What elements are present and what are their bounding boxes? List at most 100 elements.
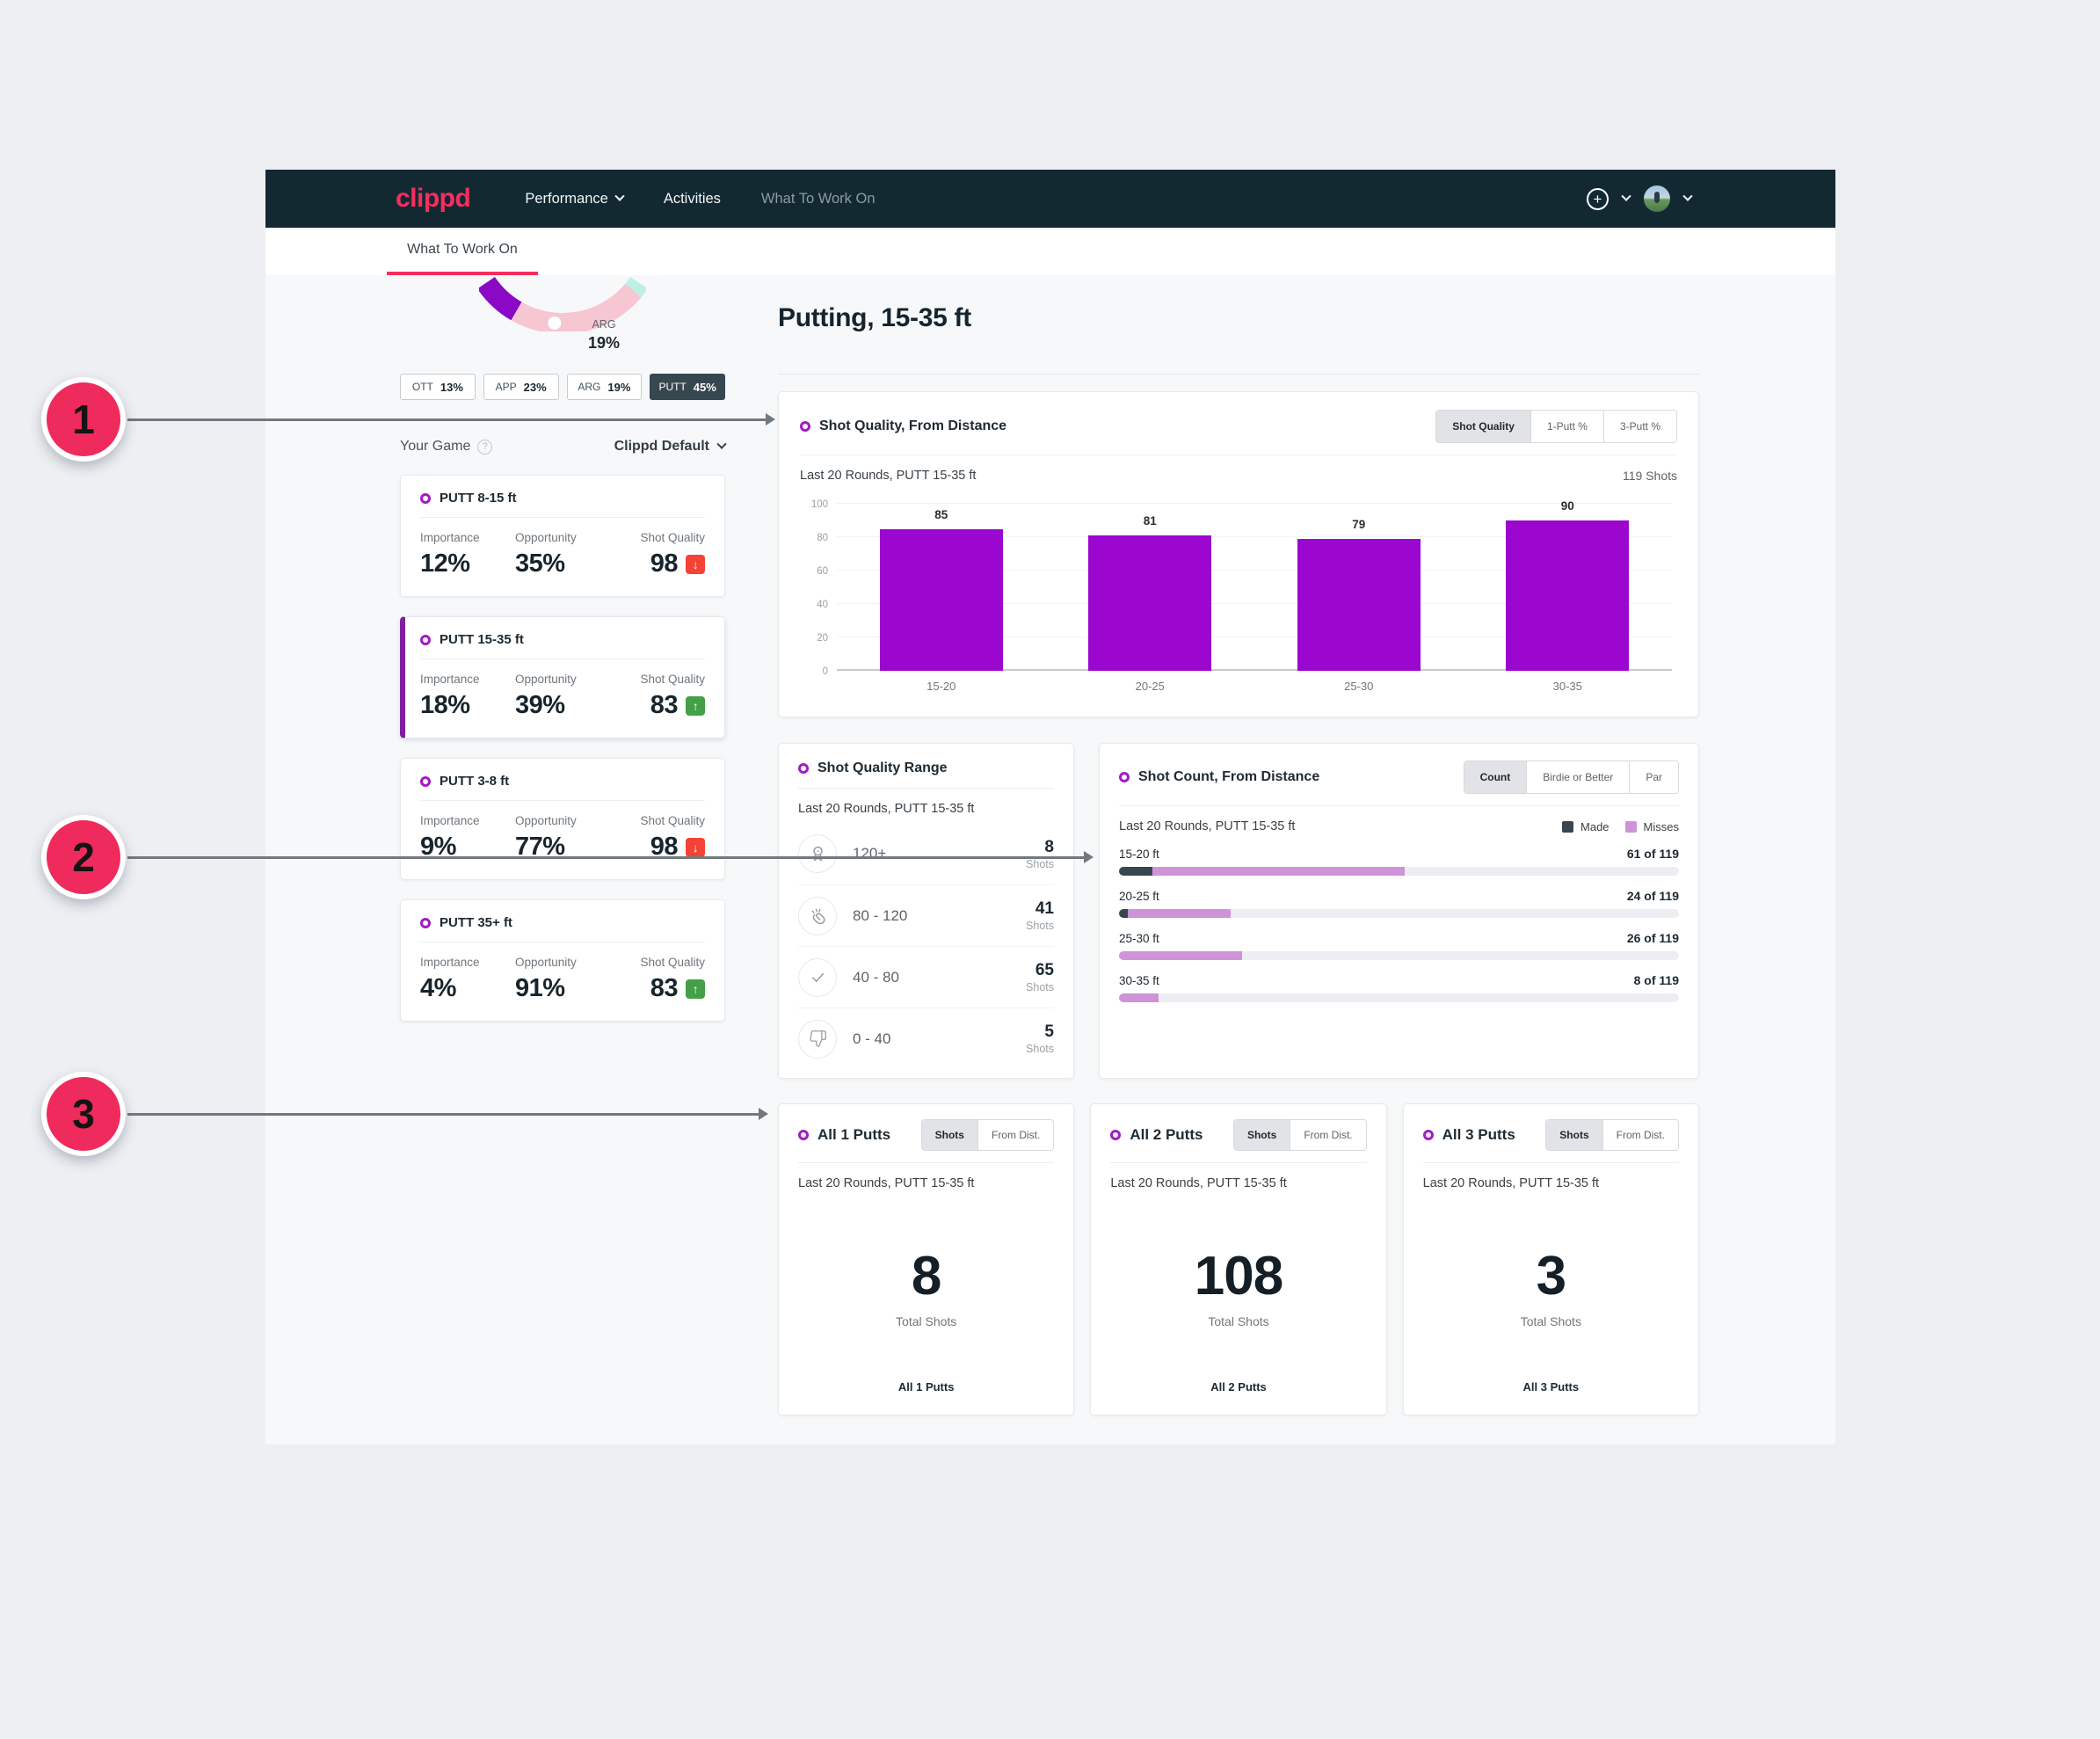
putt-summary-row: All 1 Putts Shots From Dist. Last 20 Rounds…	[778, 1103, 1699, 1415]
shot-quality-tab-shot-quality[interactable]: Shot Quality	[1436, 411, 1530, 442]
add-icon[interactable]: +	[1587, 187, 1609, 210]
range-label: 80 - 120	[853, 906, 908, 924]
bar-25-30[interactable]: 79	[1297, 518, 1421, 671]
metric-value: 12%	[420, 549, 470, 578]
count-card-title: Shot Count, From Distance	[1138, 769, 1320, 784]
bar-30-35[interactable]: 90	[1506, 499, 1630, 671]
chevron-down-icon[interactable]	[1682, 191, 1693, 201]
chevron-down-icon[interactable]	[1621, 191, 1631, 201]
tab-what-to-work-on[interactable]: What To Work On	[387, 228, 538, 275]
misses-segment	[1119, 993, 1159, 1002]
category-ring-icon	[798, 763, 809, 774]
chip-putt[interactable]: PUTT 45%	[650, 374, 725, 400]
metric-label: Opportunity	[515, 531, 577, 544]
avatar[interactable]	[1644, 186, 1670, 212]
nav-item-performance[interactable]: Performance	[525, 191, 625, 207]
your-game-row: Your Game ? Clippd Default	[400, 439, 727, 455]
all-1-putts-tab-shots[interactable]: Shots	[921, 1120, 977, 1150]
chip-value: 45%	[693, 380, 716, 394]
clippd-logo[interactable]: clippd	[396, 184, 471, 213]
page-content: ARG 19% OTT 13% APP 23% ARG 19% PUTT 45% Your G…	[265, 275, 1835, 1444]
sidebar-card-putt-15-35-ft[interactable]: PUTT 15-35 ft Importance 18% Opportunity 39%…	[400, 616, 725, 739]
sidebar-card-putt-8-15-ft[interactable]: PUTT 8-15 ft Importance 12% Opportunity 35% S…	[400, 475, 725, 597]
all-1-putts-tabs: Shots From Dist.	[920, 1119, 1055, 1151]
y-axis-tick: 0	[822, 666, 828, 677]
chip-arg[interactable]: ARG 19%	[566, 374, 643, 400]
count-tab-count[interactable]: Count	[1464, 761, 1527, 793]
misses-segment	[1127, 909, 1232, 918]
all-2-putts-tab-from-dist[interactable]: From Dist.	[1290, 1120, 1366, 1150]
nav-item-activities[interactable]: Activities	[664, 191, 721, 207]
range-shot-count: 8	[1044, 837, 1054, 856]
bar-20-25[interactable]: 81	[1088, 514, 1212, 671]
preset-dropdown[interactable]: Clippd Default	[614, 439, 727, 455]
sidebar-card-putt-3-8-ft[interactable]: PUTT 3-8 ft Importance 9% Opportunity 77% Sho…	[400, 758, 725, 880]
clap-icon	[798, 896, 837, 935]
metric-value: 77%	[515, 833, 565, 861]
sidebar-card-title: PUTT 3-8 ft	[440, 774, 510, 789]
card-all-1-putts: All 1 Putts Shots From Dist. Last 20 Rounds…	[778, 1103, 1075, 1415]
metric-opportunity: Opportunity 77%	[515, 814, 610, 862]
count-tab-birdie-or-better[interactable]: Birdie or Better	[1526, 761, 1630, 793]
metric-value: 98 ↓	[610, 833, 705, 862]
category-chips: OTT 13% APP 23% ARG 19% PUTT 45%	[400, 374, 725, 400]
sub-row: Last 20 Rounds, PUTT 15-35 ft	[1423, 1176, 1679, 1190]
sidebar-card-putt-35-ft[interactable]: PUTT 35+ ft Importance 4% Opportunity 91% Sho…	[400, 899, 725, 1022]
putt-card-footer: All 3 Putts	[1522, 1380, 1580, 1393]
putt-card-title: All 1 Putts	[817, 1126, 891, 1143]
shot-quality-tab-1-putt[interactable]: 1-Putt %	[1530, 411, 1603, 442]
range-row-40-80: 40 - 80 65 Shots	[798, 946, 1054, 1008]
page-title: Putting, 15-35 ft	[778, 303, 971, 332]
category-ring-icon	[1422, 1130, 1434, 1140]
putt-card-header: All 2 Putts Shots From Dist.	[1110, 1119, 1367, 1151]
bar-15-20[interactable]: 85	[879, 508, 1003, 671]
divider	[798, 1162, 1055, 1163]
range-label: 40 - 80	[853, 968, 899, 986]
count-tab-par[interactable]: Par	[1629, 761, 1678, 793]
all-3-putts-tab-shots[interactable]: Shots	[1546, 1120, 1602, 1150]
total-shots-block: 3 Total Shots	[1423, 1245, 1679, 1328]
range-label: 120+	[853, 845, 887, 862]
card-subtitle: Last 20 Rounds, PUTT 15-35 ft	[1110, 1176, 1287, 1190]
metrics-row: Importance 12% Opportunity 35% Shot Quality 9…	[420, 531, 705, 578]
range-unit: Shots	[1026, 981, 1054, 993]
shot-quality-tab-3-putt[interactable]: 3-Putt %	[1602, 411, 1676, 442]
chip-value: 19%	[607, 380, 631, 394]
shot-quality-range-card: Shot Quality Range Last 20 Rounds, PUTT …	[778, 743, 1074, 1079]
x-axis-tick: 15-20	[926, 680, 956, 693]
metric-importance: Importance 4%	[420, 956, 515, 1003]
all-1-putts-tab-from-dist[interactable]: From Dist.	[977, 1120, 1054, 1150]
help-icon[interactable]: ?	[477, 439, 493, 455]
chip-app[interactable]: APP 23%	[483, 374, 559, 400]
legend-made: Made	[1562, 820, 1610, 833]
shot-quality-tabs-slot: Shot Quality 1-Putt % 3-Putt %	[1435, 410, 1677, 443]
sidebar-card-header: PUTT 15-35 ft	[420, 632, 705, 647]
sidebar-card-header: PUTT 3-8 ft	[420, 774, 705, 789]
nav-item-what-to-work-on[interactable]: What To Work On	[761, 191, 876, 207]
annotation-arrow-2	[127, 851, 1094, 863]
misses-segment	[1119, 951, 1243, 960]
putt-card-title: All 3 Putts	[1442, 1126, 1515, 1143]
all-3-putts-tab-from-dist[interactable]: From Dist.	[1602, 1120, 1678, 1150]
metric-shot-quality: Shot Quality 83 ↑	[610, 673, 705, 720]
distance-label: 30-35 ft	[1119, 974, 1159, 987]
chip-ott[interactable]: OTT 13%	[400, 374, 476, 400]
tab-strip: What To Work On	[265, 228, 1835, 275]
card-subtitle: Last 20 Rounds, PUTT 15-35 ft	[1119, 819, 1296, 833]
distance-label: 20-25 ft	[1119, 890, 1159, 903]
metric-value: 98 ↓	[610, 549, 705, 578]
metrics-row: Importance 9% Opportunity 77% Shot Quality 98…	[420, 814, 705, 862]
putt-card-title: All 2 Putts	[1130, 1126, 1203, 1143]
annotation-badge-1: 1	[41, 377, 126, 462]
distance-label: 25-30 ft	[1119, 932, 1159, 945]
bar-slot: 79	[1254, 488, 1464, 671]
range-row-120: 120+ 8 Shots	[798, 823, 1054, 884]
metric-importance: Importance 9%	[420, 814, 515, 862]
annotation-badge-2: 2	[41, 815, 126, 899]
count-bar-track	[1119, 993, 1679, 1002]
all-2-putts-tab-shots[interactable]: Shots	[1233, 1120, 1290, 1150]
card-subtitle: Last 20 Rounds, PUTT 15-35 ft	[798, 802, 975, 816]
trend-up-icon: ↑	[686, 979, 705, 999]
thumbs-down-icon	[798, 1019, 837, 1059]
putt-card-header: All 3 Putts Shots From Dist.	[1422, 1119, 1679, 1151]
